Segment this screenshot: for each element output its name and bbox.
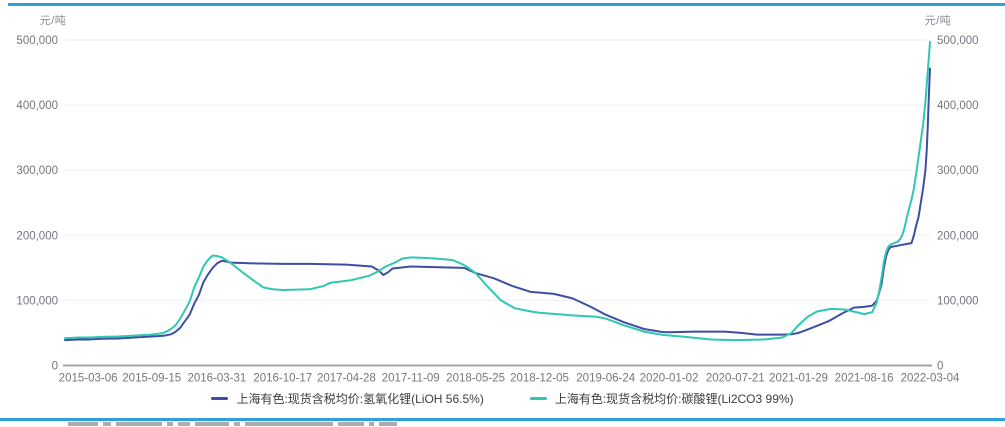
y-tick-label-left: 500,000 <box>16 35 58 47</box>
bottom-accent-rule <box>0 418 1005 421</box>
y-tick-label-left: 0 <box>52 361 58 373</box>
top-accent-rule <box>8 3 1005 6</box>
x-tick-label: 2022-03-04 <box>901 373 960 385</box>
x-tick-label: 2016-10-17 <box>253 373 312 385</box>
y-axis-unit-right: 元/吨 <box>924 15 952 27</box>
legend-item-li2co3[interactable]: 上海有色:现货含税均价:碳酸锂(Li2CO3 99%) <box>529 390 794 407</box>
legend-marker-lioh <box>211 396 229 400</box>
y-tick-label-right: 400,000 <box>937 100 979 112</box>
series-line-li2co3 <box>64 41 931 342</box>
y-axis-unit-left: 元/吨 <box>39 15 67 27</box>
legend-label-li2co3: 上海有色:现货含税均价:碳酸锂(Li2CO3 99%) <box>554 391 794 406</box>
x-tick-label: 2015-09-15 <box>122 373 181 385</box>
y-tick-label-right: 500,000 <box>937 35 979 47</box>
x-tick-label: 2018-12-05 <box>510 373 569 385</box>
y-tick-label-right: 100,000 <box>937 295 979 307</box>
y-tick-label-left: 100,000 <box>16 295 58 307</box>
y-tick-label-left: 300,000 <box>16 165 58 177</box>
legend-item-lioh[interactable]: 上海有色:现货含税均价:氢氧化锂(LiOH 56.5%) <box>211 390 484 407</box>
y-tick-label-left: 200,000 <box>16 230 58 242</box>
lithium-price-line-chart: 0 0 100,000 100,000 200,000 200,000 300,000 300… <box>16 35 979 385</box>
x-tick-label: 2021-08-16 <box>835 373 894 385</box>
y-tick-label-right: 0 <box>937 361 943 373</box>
series-line-lioh <box>64 67 931 342</box>
chart-legend: 上海有色:现货含税均价:氢氧化锂(LiOH 56.5%) 上海有色:现货含税均价… <box>0 389 1005 407</box>
x-tick-label: 2018-05-25 <box>446 373 505 385</box>
footer-clipped-text <box>68 422 397 427</box>
x-tick-label: 2016-03-31 <box>187 373 246 385</box>
x-tick-label: 2015-03-06 <box>59 373 118 385</box>
x-tick-label: 2021-01-29 <box>769 373 828 385</box>
y-tick-label-left: 400,000 <box>16 100 58 112</box>
legend-label-lioh: 上海有色:现货含税均价:氢氧化锂(LiOH 56.5%) <box>236 391 484 406</box>
x-tick-label: 2020-07-21 <box>706 373 765 385</box>
x-tick-label: 2017-04-28 <box>317 373 376 385</box>
x-tick-label: 2020-01-02 <box>640 373 699 385</box>
x-tick-label: 2019-06-24 <box>576 373 635 385</box>
y-tick-label-right: 200,000 <box>937 230 979 242</box>
x-tick-label: 2017-11-09 <box>382 373 440 385</box>
y-tick-label-right: 300,000 <box>937 165 979 177</box>
legend-marker-li2co3 <box>529 396 547 400</box>
